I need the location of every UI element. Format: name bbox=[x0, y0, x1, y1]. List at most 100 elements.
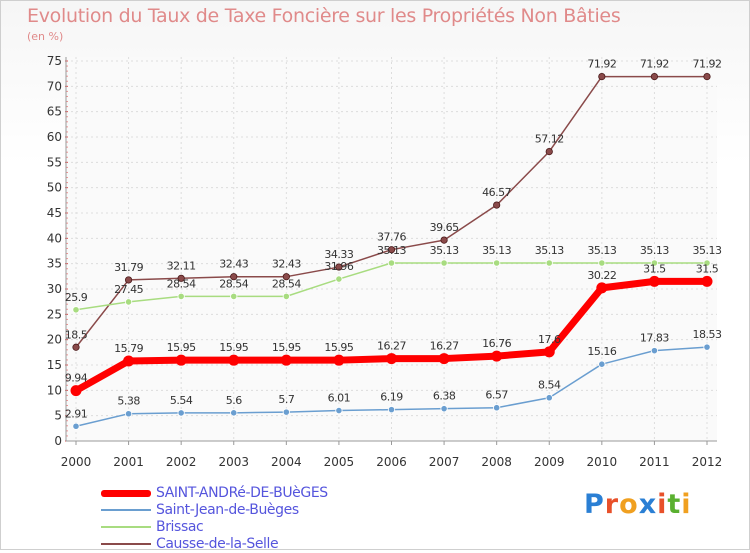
data-point bbox=[650, 347, 659, 355]
data-label: 37.76 bbox=[377, 231, 406, 244]
legend-swatch bbox=[101, 543, 151, 545]
legend-swatch bbox=[101, 489, 151, 497]
data-label: 34.33 bbox=[324, 248, 353, 261]
data-point bbox=[333, 354, 345, 366]
x-tick-label: 2010 bbox=[587, 455, 618, 469]
logo-letter: x bbox=[638, 489, 658, 520]
data-point bbox=[72, 306, 80, 314]
y-tick-label: 50 bbox=[47, 181, 62, 195]
data-point bbox=[230, 273, 238, 281]
y-tick-label: 0 bbox=[54, 434, 62, 448]
data-label: 5.7 bbox=[278, 393, 294, 406]
data-label: 35.13 bbox=[640, 244, 669, 257]
data-point bbox=[440, 259, 448, 267]
logo-letter: i bbox=[681, 489, 692, 520]
data-point bbox=[440, 405, 448, 413]
data-label: 27.45 bbox=[114, 283, 143, 296]
data-point bbox=[650, 259, 659, 267]
data-point bbox=[175, 354, 187, 366]
data-label: 15.95 bbox=[324, 341, 353, 354]
data-point bbox=[282, 408, 290, 416]
data-label: 39.65 bbox=[430, 221, 459, 234]
data-point bbox=[491, 350, 503, 362]
data-label: 17.83 bbox=[640, 332, 669, 345]
x-tick-label: 2001 bbox=[113, 455, 144, 469]
y-tick-label: 55 bbox=[47, 155, 62, 169]
data-label: 32.43 bbox=[219, 258, 248, 271]
data-point bbox=[545, 394, 553, 402]
legend-label: Causse-de-la-Selle bbox=[156, 536, 279, 552]
legend-label: SAINT-ANDRé-DE-BUèGES bbox=[156, 485, 328, 501]
data-point bbox=[598, 360, 606, 368]
data-label: 35.13 bbox=[482, 244, 511, 257]
data-point bbox=[177, 409, 185, 417]
x-tick-label: 2006 bbox=[376, 455, 407, 469]
data-point bbox=[123, 355, 135, 367]
data-point bbox=[543, 346, 555, 358]
data-point bbox=[701, 275, 713, 287]
logo-letter: r bbox=[604, 489, 620, 520]
data-label: 35.13 bbox=[693, 244, 722, 257]
data-point bbox=[387, 406, 396, 414]
data-point bbox=[230, 292, 238, 300]
data-label: 31.5 bbox=[696, 262, 719, 275]
data-label: 71.92 bbox=[693, 58, 722, 71]
data-label: 57.12 bbox=[535, 133, 564, 146]
data-label: 15.79 bbox=[114, 342, 143, 355]
data-label: 16.27 bbox=[377, 340, 406, 353]
logo-letter: P bbox=[584, 489, 605, 520]
x-tick-label: 2009 bbox=[534, 455, 565, 469]
logo-letter: i bbox=[657, 489, 668, 520]
data-label: 6.57 bbox=[485, 389, 508, 402]
data-point bbox=[648, 275, 660, 287]
data-point bbox=[70, 385, 82, 397]
data-label: 32.43 bbox=[272, 258, 301, 271]
data-label: 31.79 bbox=[114, 261, 143, 274]
data-label: 28.54 bbox=[219, 277, 248, 290]
y-tick-label: 60 bbox=[47, 130, 62, 144]
data-label: 46.57 bbox=[482, 186, 511, 199]
x-tick-label: 2008 bbox=[481, 455, 512, 469]
data-label: 5.54 bbox=[170, 394, 193, 407]
data-point bbox=[650, 73, 659, 81]
data-label: 15.16 bbox=[587, 345, 616, 358]
data-label: 35.13 bbox=[535, 244, 564, 257]
data-label: 18.5 bbox=[65, 328, 88, 341]
x-tick-label: 2002 bbox=[166, 455, 197, 469]
data-point bbox=[545, 259, 553, 267]
data-label: 30.22 bbox=[587, 269, 616, 282]
data-point bbox=[598, 73, 606, 81]
legend-swatch bbox=[101, 526, 151, 528]
y-tick-label: 65 bbox=[47, 105, 62, 119]
data-point bbox=[493, 259, 501, 267]
y-tick-label: 30 bbox=[47, 282, 62, 296]
data-label: 28.54 bbox=[272, 277, 301, 290]
data-point bbox=[282, 273, 290, 281]
data-point bbox=[598, 259, 606, 267]
data-label: 2.91 bbox=[65, 407, 88, 420]
data-point bbox=[493, 201, 501, 209]
data-label: 17.6 bbox=[538, 333, 561, 346]
data-point bbox=[228, 354, 240, 366]
data-label: 15.95 bbox=[219, 341, 248, 354]
legend-swatch bbox=[101, 509, 151, 511]
data-point bbox=[703, 343, 711, 351]
data-point bbox=[280, 354, 292, 366]
logo-letter: t bbox=[667, 489, 682, 520]
data-point bbox=[703, 259, 711, 267]
data-label: 32.11 bbox=[167, 259, 196, 272]
data-label: 71.92 bbox=[640, 58, 669, 71]
y-tick-label: 35 bbox=[47, 257, 62, 271]
data-label: 28.54 bbox=[167, 277, 196, 290]
data-label: 8.54 bbox=[538, 379, 561, 392]
data-point bbox=[493, 404, 501, 412]
data-point bbox=[596, 282, 608, 294]
data-label: 6.01 bbox=[328, 392, 351, 405]
data-label: 9.94 bbox=[65, 372, 88, 385]
data-label: 71.92 bbox=[587, 58, 616, 71]
legend-label: Saint-Jean-de-Buèges bbox=[156, 502, 299, 518]
data-label: 5.38 bbox=[117, 395, 140, 408]
data-label: 5.6 bbox=[226, 394, 242, 407]
y-tick-label: 5 bbox=[54, 409, 62, 423]
